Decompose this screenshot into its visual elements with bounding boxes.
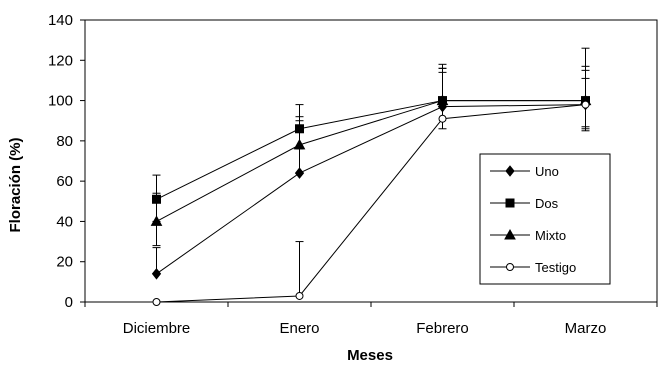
series-lines [156,100,586,303]
y-tick-label: 80 [56,133,73,150]
y-tick-label: 40 [56,213,73,230]
legend-marker [506,263,514,271]
data-point-mixto [293,138,306,150]
x-axis-title: Meses [347,347,393,364]
data-point-testigo [152,298,161,306]
legend-marker [504,228,516,240]
x-tick-label: Diciembre [123,320,191,337]
x-axis: Diciembre Enero Febrero Marzo [84,302,658,337]
data-point-testigo [295,291,304,300]
legend-marker [505,165,515,177]
y-tick-label: 20 [56,254,73,271]
data-point-mixto [436,94,449,106]
data-point-testigo [581,100,590,109]
x-tick-label: Marzo [565,320,607,337]
series-line-mixto [156,100,586,222]
x-tick-label: Febrero [416,320,469,337]
y-axis-title: Floración (%) [7,137,24,232]
legend-marker [505,198,515,208]
data-point-uno [151,267,162,280]
legend-label: Testigo [535,260,576,275]
legend-label: Mixto [535,228,566,243]
data-point-dos [295,124,304,134]
y-tick-label: 0 [65,294,73,311]
data-point-uno [294,167,305,179]
data-point-testigo [438,114,447,123]
legend-label: Dos [535,196,559,211]
series-markers [150,94,592,306]
y-tick-label: 120 [48,52,73,69]
y-tick-label: 60 [56,173,73,190]
y-axis: 0 20 40 60 80 100 120 140 [48,12,85,311]
y-tick-label: 100 [48,93,73,110]
data-point-mixto [150,215,163,226]
y-tick-label: 140 [48,12,73,29]
series-line-uno [156,104,586,275]
data-point-dos [152,194,161,204]
x-tick-label: Enero [279,320,319,337]
legend: Uno Dos Mixto Testigo [479,153,611,285]
series-line-testigo [156,104,586,303]
legend-box [479,153,611,285]
legend-label: Uno [535,164,559,179]
